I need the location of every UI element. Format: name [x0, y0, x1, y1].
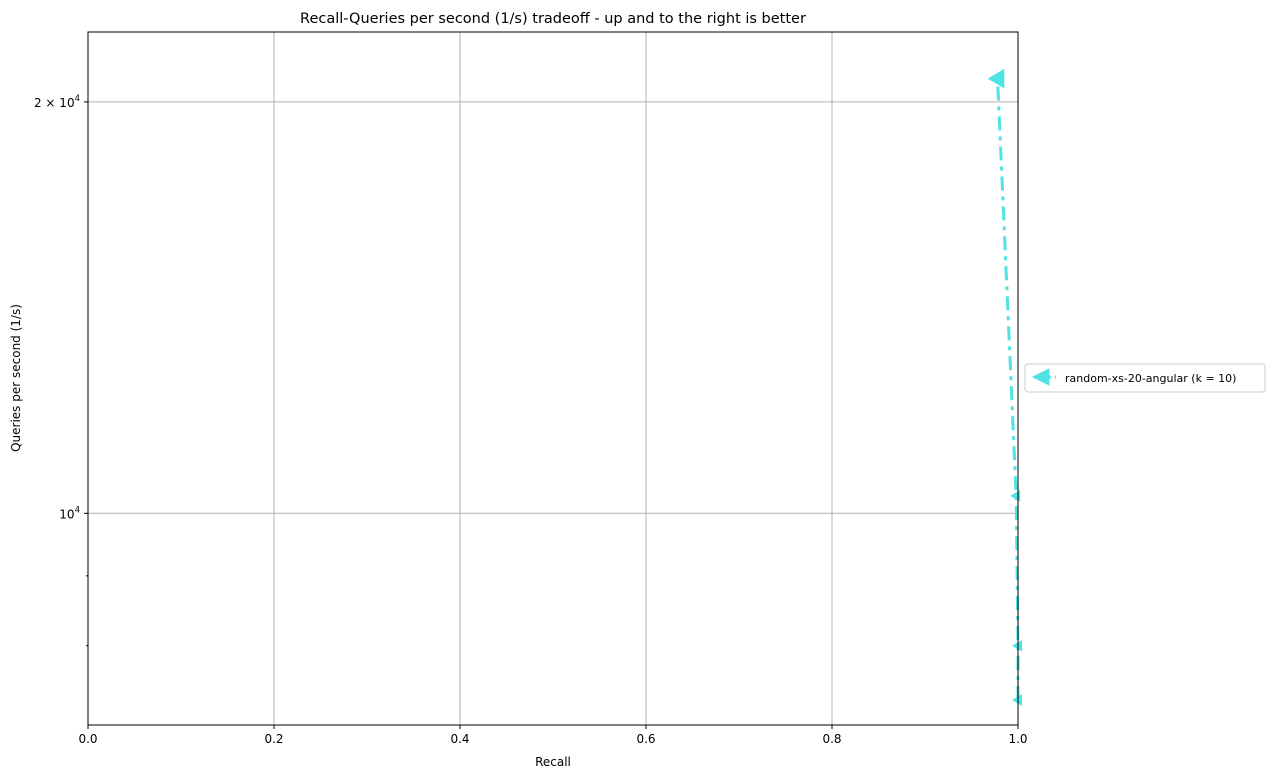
- legend-box: [1024, 363, 1266, 393]
- plot-frame: [87, 31, 1019, 726]
- y-tick-label: 104: [59, 505, 80, 521]
- x-axis: 0.0 0.2 0.4 0.6 0.8 1.0: [78, 725, 1028, 746]
- y-axis-label: Queries per second (1/s): [9, 304, 23, 452]
- data-point: [1012, 639, 1022, 652]
- grid: [87, 32, 1019, 725]
- y-tick-label: 2 × 104: [34, 94, 80, 110]
- legend-swatch: [1031, 368, 1056, 386]
- data-point: [987, 68, 1005, 89]
- x-axis-label: Recall: [535, 755, 571, 769]
- data-point: [1012, 694, 1022, 706]
- x-tick-label: 1.0: [1008, 732, 1027, 746]
- legend-label: random-xs-20-angular (k = 10): [1065, 372, 1236, 385]
- legend: random-xs-20-angular (k = 10): [1024, 363, 1266, 393]
- legend-marker: [1031, 368, 1050, 386]
- x-tick-label: 0.4: [450, 732, 469, 746]
- series-line: [996, 78, 1020, 701]
- x-tick-label: 0.8: [822, 732, 841, 746]
- series-layer: [987, 68, 1022, 706]
- x-tick-label: 0.6: [636, 732, 655, 746]
- y-axis: 104 2 × 104: [34, 94, 88, 647]
- x-tick-label: 0.0: [78, 732, 97, 746]
- chart-title: Recall-Queries per second (1/s) tradeoff…: [300, 11, 806, 27]
- x-tick-label: 0.2: [264, 732, 283, 746]
